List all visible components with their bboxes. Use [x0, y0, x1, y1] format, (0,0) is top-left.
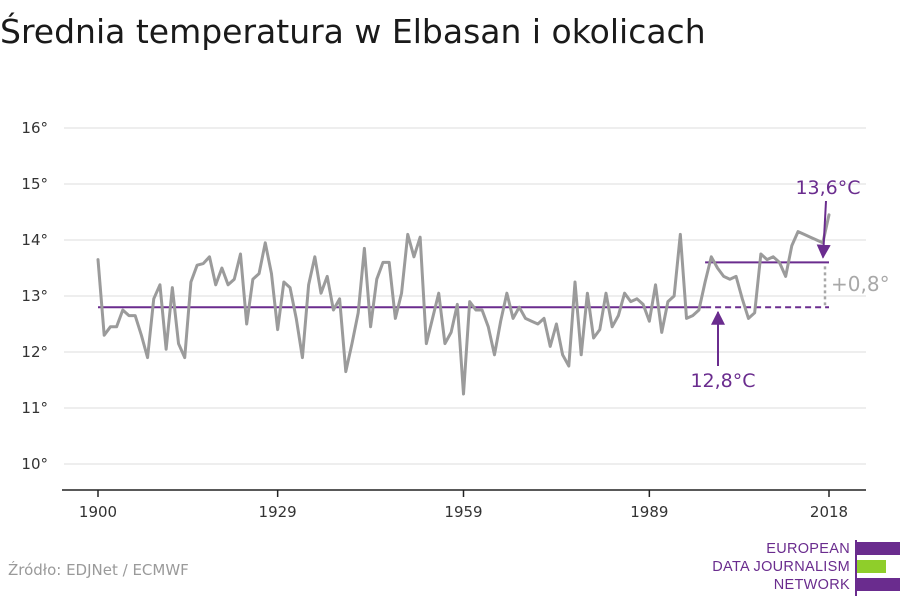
source-note: Źródło: EDJNet / ECMWF — [8, 561, 189, 579]
x-tick-label: 1989 — [630, 503, 668, 521]
y-tick-label: 16° — [21, 119, 48, 137]
x-axis: 1900 1929 1959 1989 2018 — [62, 489, 866, 521]
y-tick-label: 10° — [21, 455, 48, 473]
logo-rule — [855, 540, 857, 596]
logo-bar-bottom — [856, 578, 900, 591]
x-tick-label: 1929 — [259, 503, 297, 521]
series — [96, 213, 831, 396]
logo-line-1: EUROPEAN — [766, 541, 850, 557]
y-tick-label: 12° — [21, 343, 48, 361]
chart-title: Średnia temperatura w Elbasan i okolicac… — [0, 12, 706, 51]
temperature-line — [96, 213, 831, 396]
recent-average-label: 13,6°C — [795, 177, 860, 199]
annotations: +0,8° 13,6°C 12,8°C — [690, 177, 889, 392]
grid — [64, 127, 866, 465]
x-tick-label: 1900 — [79, 503, 117, 521]
logo-line-2: DATA JOURNALISM — [712, 559, 850, 575]
x-tick-label: 1959 — [444, 503, 482, 521]
logo-line-3: NETWORK — [773, 577, 850, 593]
x-tick-label: 2018 — [810, 503, 848, 521]
recent-arrow — [816, 200, 831, 259]
logo-bar-top — [856, 542, 900, 555]
y-tick-label: 14° — [21, 231, 48, 249]
y-axis: 10° 11° 12° 13° 14° 15° 16° — [21, 119, 48, 473]
y-tick-label: 11° — [21, 399, 48, 417]
logo-bar-middle — [856, 560, 886, 573]
baseline-label: 12,8°C — [690, 370, 755, 392]
delta-label: +0,8° — [831, 272, 890, 296]
logo-text: EUROPEAN DATA JOURNALISM NETWORK — [712, 540, 850, 594]
y-tick-label: 13° — [21, 287, 48, 305]
y-tick-label: 15° — [21, 175, 48, 193]
edjnet-logo: EUROPEAN DATA JOURNALISM NETWORK — [700, 540, 900, 596]
